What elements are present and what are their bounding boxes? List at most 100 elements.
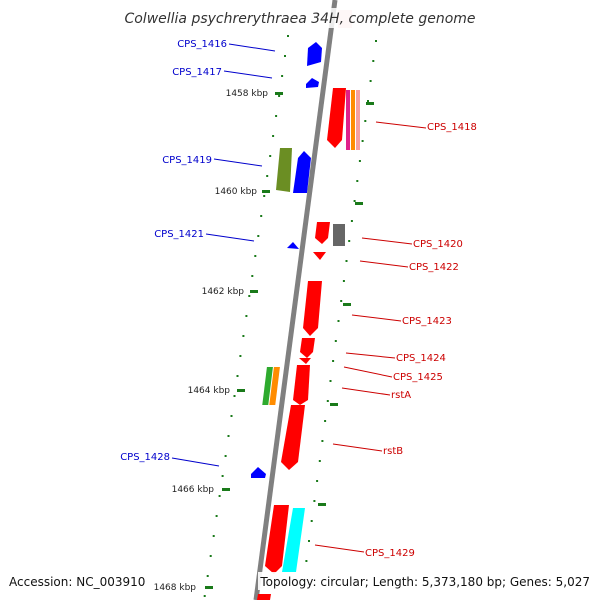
gene-cps-1423[interactable] [303,281,322,336]
ring-dot [310,520,313,522]
ring-dot [227,435,230,437]
ring-dot [242,335,245,337]
ring-dot [356,180,359,182]
ring-dot [239,355,242,357]
gene-rsta-domain-orange[interactable] [269,367,280,405]
gene-cps-1418[interactable] [327,88,346,148]
gene-cps-1428[interactable] [251,467,266,478]
ring-dot [313,500,316,502]
gene-cps-1420[interactable] [315,222,330,244]
ring-dot [350,220,353,222]
gene-next[interactable] [257,594,271,600]
gene-cps-1418-domain-pink[interactable] [356,90,360,150]
ring-dot [334,340,337,342]
gene-cps-1418-domain-magenta[interactable] [346,90,350,150]
label-cps-1428[interactable]: CPS_1428 [120,452,170,463]
gene-rsta[interactable] [293,365,310,405]
label-cps-1423[interactable]: CPS_1423 [402,316,452,327]
label-cps-1421[interactable]: CPS_1421 [154,229,204,240]
gene-cps-1425[interactable] [299,358,311,364]
ring-dot [353,200,356,202]
label-cps-1429[interactable]: CPS_1429 [365,548,415,559]
label-cps-1420[interactable]: CPS_1420 [413,239,463,250]
label-cps-1424[interactable]: CPS_1424 [396,353,446,364]
ring-dot [342,280,345,282]
label-cps-1422[interactable]: CPS_1422 [409,262,459,273]
ring-dot [272,135,275,137]
ring-dot [321,440,324,442]
ring-dot [375,40,377,42]
ring-dot [212,535,215,537]
forward-strand-genes [257,88,360,600]
genome-title: Colwellia psychrerythraea 34H, complete … [124,11,475,27]
label-cps-1419[interactable]: CPS_1419 [162,155,212,166]
gene-cps-1416[interactable] [307,42,322,66]
label-rstb[interactable]: rstB [383,446,403,457]
ring-dot [254,255,257,257]
outer-ticks [318,102,374,506]
footer-backdrop-left [6,572,148,590]
ring-dot [332,360,335,362]
ring-dot [245,315,248,317]
label-leaders [171,43,427,553]
ring-dot [230,415,233,417]
title-backdrop [126,8,472,28]
ring-dot [284,55,286,57]
ring-dot [266,175,269,177]
gene-cps-1421[interactable] [287,242,299,249]
ring-dot [215,515,218,517]
gene-cps-1419[interactable] [293,151,311,193]
label-rsta[interactable]: rstA [391,390,411,401]
gene-labels: CPS_1416 CPS_1417 CPS_1418 CPS_1419 CPS_… [120,39,477,559]
ring-dot [248,295,251,297]
ring-dot [281,75,284,77]
label-cps-1425[interactable]: CPS_1425 [393,372,443,383]
kbp-label-1464: 1464 kbp [188,386,231,396]
ring-dot [275,115,278,117]
gene-cps-1422[interactable] [313,252,326,260]
ring-dot [361,140,364,142]
ring-dot [348,240,351,242]
footer-backdrop-right [258,572,594,590]
ring-dot [251,275,254,277]
ring-dot [263,195,266,197]
ring-dot [209,555,212,557]
ring-dot [269,155,272,157]
gene-cps-1417[interactable] [306,78,319,88]
ring-dot [260,215,263,217]
gene-cps-1424[interactable] [300,338,315,358]
ring-dot [218,495,221,497]
ring-dot [233,395,236,397]
ring-dot [364,120,367,122]
ring-dot [257,235,260,237]
ring-dot [308,540,310,542]
ring-dot [236,375,239,377]
genome-backbone [253,0,338,600]
label-cps-1418[interactable]: CPS_1418 [427,122,477,133]
gene-cps-1420-gray[interactable] [333,224,345,246]
label-cps-1416[interactable]: CPS_1416 [177,39,227,50]
ring-dot [305,560,308,562]
gene-rsta-domain-green[interactable] [262,367,273,405]
ring-dot [318,460,321,462]
ring-dot [337,320,340,322]
ring-dot [287,35,289,37]
ring-dot [278,95,281,97]
ring-dot [329,380,332,382]
gene-cps-1418-domain-orange[interactable] [351,90,355,150]
ring-dot [324,420,327,422]
gene-cps-1419-olive[interactable] [276,148,292,192]
gene-cps-1429[interactable] [265,505,289,574]
ring-dot [358,160,361,162]
label-cps-1417[interactable]: CPS_1417 [172,67,222,78]
kbp-label-1460: 1460 kbp [215,187,258,197]
reverse-strand-genes [251,42,322,478]
topology-text: Topology: circular; Length: 5,373,180 bp… [259,575,590,589]
gene-rstb[interactable] [281,405,305,470]
kbp-label-1458: 1458 kbp [226,89,269,99]
ring-dot [221,475,224,477]
ring-dot [224,455,227,457]
ring-dot [340,300,343,302]
gene-cps-1429-cyan[interactable] [282,508,305,572]
